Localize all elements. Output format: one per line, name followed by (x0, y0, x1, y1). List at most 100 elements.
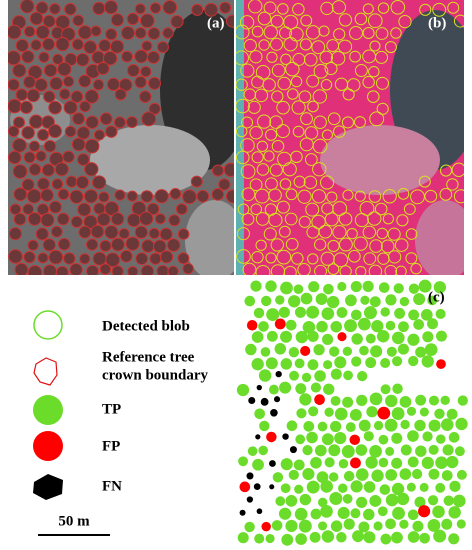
tree-crown (8, 98, 22, 114)
tree-crown (138, 90, 152, 103)
tp-tree (373, 521, 383, 531)
tp-tree (385, 294, 397, 306)
fp-tree (436, 359, 446, 369)
tp-tree (398, 321, 409, 333)
tree-crown (249, 125, 263, 140)
tree-crown (269, 115, 283, 129)
tp-tree (400, 419, 410, 430)
tree-crown (85, 115, 99, 129)
tree-crown (42, 14, 56, 28)
tree-crown (236, 50, 249, 66)
tree-crown (362, 26, 375, 39)
tp-tree (411, 468, 423, 480)
tp-tree (357, 317, 371, 331)
tree-crown (92, 1, 106, 15)
tree-crown (168, 214, 181, 227)
tree-crown (140, 264, 155, 275)
tree-crown (147, 76, 161, 90)
fn-tree (253, 483, 261, 491)
tree-crown (237, 203, 250, 216)
tp-tree (359, 345, 369, 356)
tree-crown (271, 63, 286, 78)
tp-tree (453, 494, 466, 508)
tree-crown (35, 1, 49, 15)
panel-c-map (236, 279, 468, 546)
tp-tree (415, 394, 427, 406)
tree-crown (96, 62, 110, 76)
tp-tree (280, 330, 293, 343)
tp-tree (393, 283, 404, 294)
tree-crown (376, 227, 389, 240)
tp-tree (392, 383, 403, 394)
tree-crown (182, 262, 194, 275)
panel-label: (a) (207, 15, 225, 31)
tree-crown (432, 2, 447, 17)
tree-crown (270, 14, 284, 28)
tp-tree (376, 329, 390, 343)
tp-tree (365, 357, 377, 369)
tp-tree (408, 283, 420, 294)
tree-crown (276, 100, 290, 115)
tp-tree (355, 468, 369, 481)
fn-tree (255, 434, 261, 440)
tp-tree (320, 505, 333, 518)
panel-b-image (236, 0, 464, 275)
tp-tree (435, 482, 446, 493)
tree-crown (270, 238, 284, 252)
tp-tree (330, 368, 342, 380)
tree-crown (141, 239, 155, 253)
tp-tree (317, 421, 328, 432)
tp-tree (321, 530, 335, 543)
tree-crown (175, 203, 188, 216)
tree-crown (69, 262, 83, 275)
tp-tree (448, 506, 461, 519)
tp-tree (281, 533, 294, 546)
tree-crown (134, 49, 149, 64)
tree-crown (439, 164, 453, 177)
tp-tree (351, 356, 362, 367)
tree-crown (320, 79, 333, 91)
tree-crown (79, 253, 91, 265)
tp-tree (288, 295, 301, 308)
fp-tree (337, 332, 347, 342)
tp-tree (244, 295, 256, 307)
legend-fp-icon (33, 431, 63, 461)
tp-tree (443, 495, 454, 506)
tree-crown (71, 137, 86, 152)
tp-tree (302, 445, 313, 456)
tree-crown (314, 264, 328, 275)
tree-crown (332, 201, 348, 216)
tree-crown (15, 88, 29, 101)
tp-tree (295, 330, 309, 344)
tp-tree (371, 319, 384, 333)
tree-crown (270, 37, 284, 51)
tree-crown (76, 126, 91, 140)
tree-crown (390, 0, 406, 15)
tree-crown (59, 88, 71, 100)
tree-crown (62, 75, 75, 88)
tp-tree (318, 521, 328, 531)
legend-label: Reference tree (102, 349, 195, 365)
tp-tree (427, 318, 439, 330)
tp-tree (253, 307, 265, 319)
tp-tree (365, 456, 378, 469)
tree-crown (126, 12, 140, 26)
tree-crown (26, 88, 41, 103)
tp-tree (237, 532, 249, 544)
tree-crown (320, 175, 335, 190)
tp-tree (422, 331, 434, 343)
tp-tree (427, 295, 438, 306)
fn-tree (246, 472, 254, 480)
tree-crown (28, 163, 42, 176)
legend-blob-icon (33, 310, 63, 340)
tree-crown (338, 212, 353, 226)
tp-tree (314, 370, 326, 382)
tree-crown (42, 238, 56, 252)
tree-crown (405, 228, 418, 240)
tp-tree (306, 305, 320, 319)
tree-crown (377, 2, 390, 14)
tree-crown (52, 53, 64, 65)
tp-tree (363, 508, 375, 521)
tp-tree (407, 509, 419, 521)
tree-crown (13, 187, 28, 202)
